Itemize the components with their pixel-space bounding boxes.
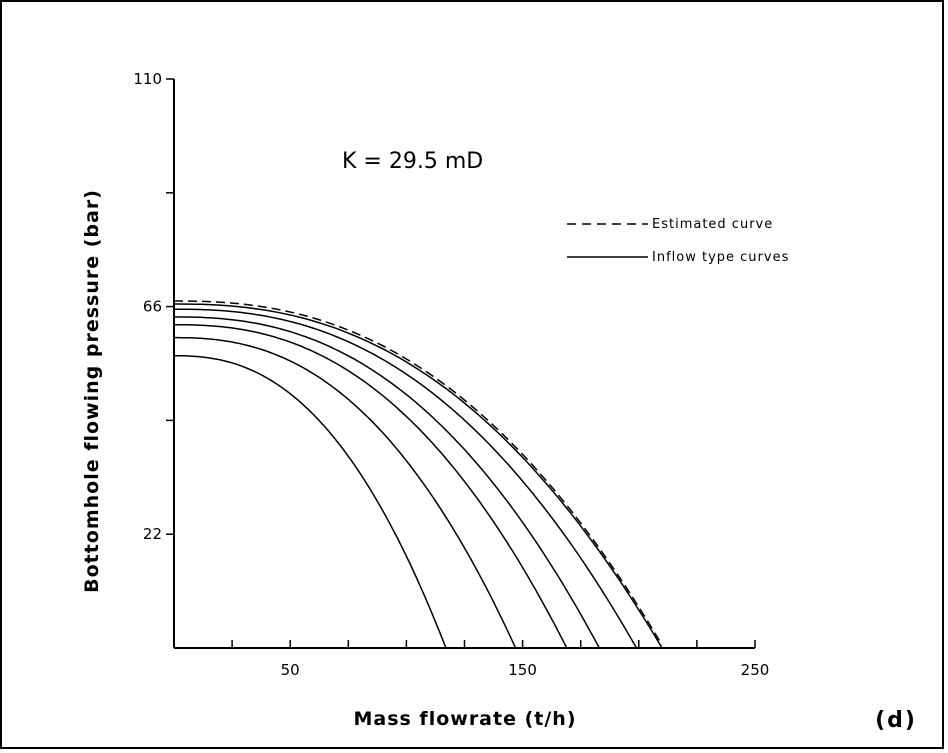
- estimated-curve: [174, 300, 663, 646]
- y-axis-title: Bottomhole flowing pressure (bar): [81, 189, 103, 593]
- inflow-type-curve: [174, 354, 447, 649]
- y-tick-label: 110: [133, 70, 162, 88]
- inflow-type-curve: [174, 323, 568, 649]
- legend: Estimated curve Inflow type curves: [567, 217, 789, 265]
- tick-labels: 110 66 22 50 150 250: [133, 70, 769, 679]
- ticks: [166, 78, 756, 648]
- x-tick-label: 250: [741, 661, 770, 679]
- curves: [173, 300, 663, 649]
- panel-label: (d): [875, 708, 917, 733]
- annotation-k: K = 29.5 mD: [342, 149, 483, 174]
- legend-label-inflow: Inflow type curves: [652, 250, 789, 265]
- x-axis-title: Mass flowrate (t/h): [353, 708, 576, 730]
- legend-label-estimated: Estimated curve: [652, 217, 773, 232]
- x-tick-label: 150: [508, 661, 537, 679]
- inflow-type-curve: [174, 308, 638, 649]
- x-tick-label: 50: [281, 661, 300, 679]
- inflow-type-curve: [174, 303, 663, 649]
- y-tick-label: 66: [143, 298, 162, 316]
- inflow-type-curve: [174, 336, 517, 649]
- inflow-type-curve: [173, 316, 600, 649]
- y-tick-label: 22: [143, 525, 162, 543]
